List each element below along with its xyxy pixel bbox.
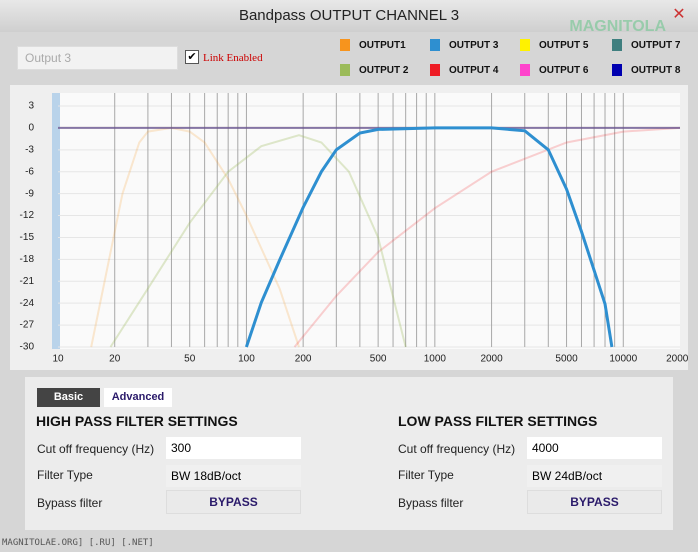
response-curve	[90, 126, 300, 348]
axis-strip	[52, 93, 60, 349]
legend-swatch	[612, 39, 622, 51]
legend-label: OUTPUT 7	[631, 40, 681, 51]
hp-cutoff-label: Cut off frequency (Hz)	[37, 442, 155, 456]
legend-label: OUTPUT 6	[539, 65, 589, 76]
lp-bypass-button[interactable]: BYPASS	[527, 490, 662, 514]
legend-label: OUTPUT1	[359, 40, 406, 51]
hp-bypass-label: Bypass filter	[37, 496, 103, 510]
tab-basic[interactable]: Basic	[37, 388, 100, 407]
hp-bypass-button[interactable]: BYPASS	[166, 490, 301, 514]
response-curve	[109, 134, 407, 348]
tab-advanced[interactable]: Advanced	[104, 388, 172, 407]
legend-swatch	[520, 39, 530, 51]
x-tick-label: 5000	[555, 354, 578, 365]
legend-label: OUTPUT 4	[449, 65, 499, 76]
title-bar: Bandpass OUTPUT CHANNEL 3	[0, 0, 698, 32]
y-tick-label: -24	[20, 298, 35, 309]
legend-swatch	[612, 64, 622, 76]
lp-cutoff-label: Cut off frequency (Hz)	[398, 442, 516, 456]
lp-cutoff-input[interactable]: 4000	[527, 437, 662, 459]
hp-type-select[interactable]: BW 18dB/oct	[166, 465, 301, 487]
x-tick-label: 2000	[480, 354, 503, 365]
y-tick-label: -18	[20, 254, 35, 265]
link-label: Link Enabled	[203, 52, 263, 64]
lp-type-select[interactable]: BW 24dB/oct	[527, 465, 662, 487]
x-tick-label: 10	[52, 354, 64, 365]
y-tick-label: -6	[25, 166, 34, 177]
x-tick-label: 500	[370, 354, 387, 365]
close-button[interactable]: ✕	[672, 6, 686, 23]
x-tick-label: 20000	[666, 354, 688, 365]
hp-heading: HIGH PASS FILTER SETTINGS	[36, 413, 238, 429]
watermark: MAGNITOLA	[569, 18, 666, 35]
lp-type-label: Filter Type	[398, 468, 454, 482]
y-tick-label: -9	[25, 188, 34, 199]
legend-label: OUTPUT 8	[631, 65, 681, 76]
response-curve	[293, 126, 681, 348]
legend-swatch	[430, 64, 440, 76]
y-tick-label: -30	[20, 342, 35, 353]
y-tick-label: -21	[20, 276, 35, 287]
x-tick-label: 20	[109, 354, 121, 365]
lp-heading: LOW PASS FILTER SETTINGS	[398, 413, 598, 429]
footer: MAGNITOLAE.ORG] [.RU] [.NET]	[2, 538, 154, 548]
y-tick-label: -3	[25, 144, 34, 155]
legend-swatch	[430, 39, 440, 51]
legend-label: OUTPUT 2	[359, 65, 409, 76]
x-tick-label: 10000	[609, 354, 637, 365]
y-tick-label: 3	[28, 101, 34, 112]
legend-label: OUTPUT 3	[449, 40, 499, 51]
y-tick-label: -12	[20, 210, 35, 221]
link-checkbox[interactable]: ✔	[185, 50, 199, 64]
response-curve	[244, 126, 614, 348]
legend-swatch	[340, 64, 350, 76]
channel-name-input[interactable]: Output 3	[17, 46, 178, 70]
lp-bypass-label: Bypass filter	[398, 496, 464, 510]
y-tick-label: -15	[20, 232, 35, 243]
legend-label: OUTPUT 5	[539, 40, 589, 51]
hp-cutoff-input[interactable]: 300	[166, 437, 301, 459]
y-tick-label: 0	[28, 123, 34, 134]
x-tick-label: 200	[295, 354, 312, 365]
x-tick-label: 50	[184, 354, 196, 365]
legend-swatch	[340, 39, 350, 51]
x-tick-label: 100	[238, 354, 255, 365]
hp-type-label: Filter Type	[37, 468, 93, 482]
x-tick-label: 1000	[424, 354, 447, 365]
chart: 3 0 -3 -6 -9 -12 -15 -18 -21 -24 -27 -30 10 20 50 100 20…	[10, 85, 688, 370]
legend-swatch	[520, 64, 530, 76]
y-tick-label: -27	[20, 320, 35, 331]
